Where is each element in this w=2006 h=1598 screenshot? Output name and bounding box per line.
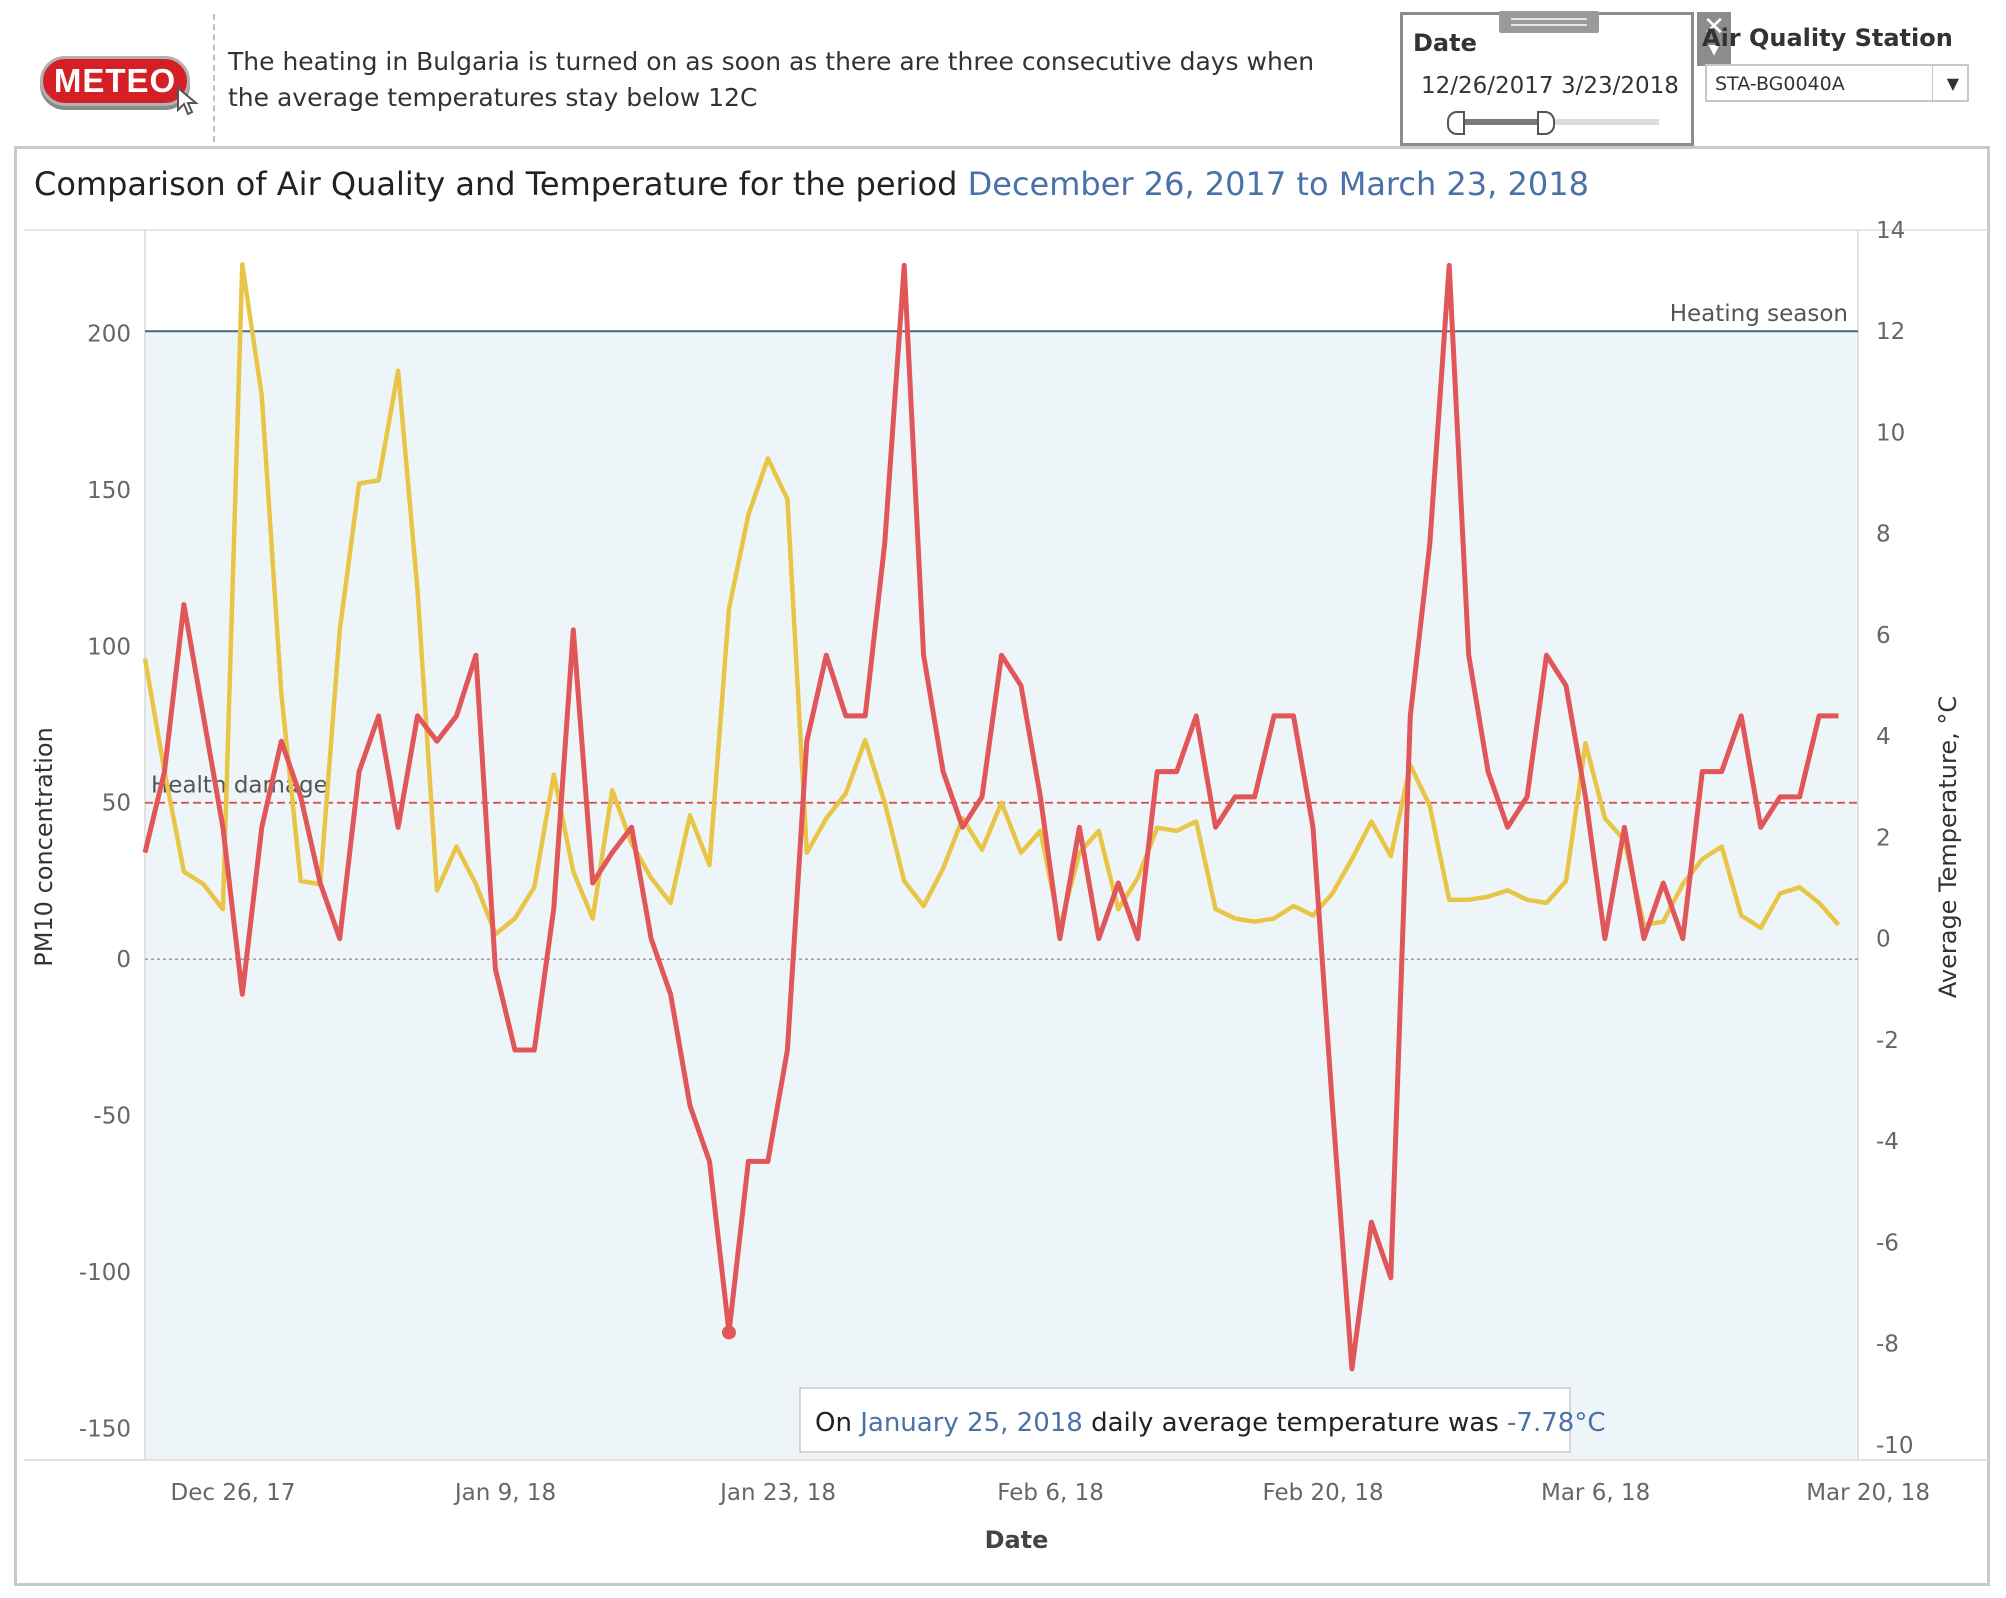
- tooltip-middle: daily average temperature was: [1083, 1408, 1507, 1438]
- y-left-axis-title: PM10 concentration: [30, 727, 58, 967]
- y-right-tick-label: 14: [1876, 218, 1905, 244]
- station-selected-value: STA-BG0040A: [1715, 73, 1845, 95]
- y-right-tick-label: 0: [1876, 927, 1891, 953]
- x-axis-title: Date: [985, 1526, 1049, 1554]
- y-right-tick-label: -8: [1876, 1332, 1899, 1358]
- x-tick-label: Jan 23, 18: [718, 1480, 836, 1506]
- menu-arrow-icon[interactable]: ▼: [1708, 42, 1720, 58]
- cursor-icon: [177, 86, 199, 116]
- y-left-tick-label: 100: [87, 634, 131, 660]
- chart-title-prefix: Comparison of Air Quality and Temperatur…: [34, 165, 968, 203]
- y-left-tick-label: -100: [79, 1260, 131, 1286]
- temperature-series-line: [142, 262, 1839, 1372]
- x-tick-label: Mar 20, 18: [1806, 1480, 1930, 1506]
- y-right-tick-label: -2: [1876, 1028, 1899, 1054]
- date-end-value[interactable]: 3/23/2018: [1561, 73, 1679, 99]
- chevron-down-icon[interactable]: ▼: [1946, 74, 1959, 93]
- y-left-tick-label: -50: [93, 1104, 131, 1130]
- drag-handle[interactable]: [1499, 11, 1599, 33]
- y-right-tick-label: -10: [1876, 1433, 1914, 1459]
- pm10-series-line: [142, 262, 1841, 937]
- y-right-tick-label: 6: [1876, 623, 1891, 649]
- y-right-tick-label: 10: [1876, 420, 1905, 446]
- tooltip-date: January 25, 2018: [858, 1408, 1083, 1438]
- y-right-tick-label: -4: [1876, 1129, 1899, 1155]
- chart-title: Comparison of Air Quality and Temperatur…: [34, 165, 1589, 203]
- y-right-tick-label: 8: [1876, 522, 1891, 548]
- tooltip-value: -7.78°C: [1507, 1408, 1605, 1438]
- dropdown-divider: [1932, 66, 1933, 100]
- heating-season-label: Heating season: [1670, 301, 1848, 327]
- header-divider: [213, 14, 215, 142]
- tooltip-box: [799, 1387, 1571, 1453]
- chart-title-period: December 26, 2017 to March 23, 2018: [967, 165, 1589, 203]
- y-right-tick-label: 4: [1876, 724, 1891, 750]
- x-tick-label: Feb 20, 18: [1262, 1480, 1383, 1506]
- y-right-tick-label: -6: [1876, 1230, 1899, 1256]
- y-right-tick-label: 2: [1876, 825, 1891, 851]
- station-dropdown[interactable]: STA-BG0040A ▼: [1705, 64, 1969, 102]
- x-tick-label: Jan 9, 18: [453, 1480, 556, 1506]
- date-slider-end-handle[interactable]: [1537, 111, 1555, 135]
- station-filter-title: Air Quality Station: [1702, 24, 1953, 52]
- date-filter-title: Date: [1413, 29, 1477, 57]
- heating-season-area: [145, 331, 1858, 1460]
- meteo-logo: METEO: [40, 56, 190, 106]
- y-left-tick-label: 200: [87, 321, 131, 347]
- tooltip-text: On January 25, 2018 daily average temper…: [815, 1408, 1605, 1438]
- intro-text: The heating in Bulgaria is turned on as …: [228, 47, 1315, 112]
- y-right-tick-label: 12: [1876, 319, 1905, 345]
- y-left-tick-label: 50: [102, 791, 131, 817]
- date-start-value[interactable]: 12/26/2017: [1421, 73, 1554, 99]
- highlight-point: [721, 1325, 736, 1340]
- date-slider-range: [1455, 119, 1543, 125]
- y-left-tick-label: -150: [79, 1417, 131, 1443]
- close-icon: ✕: [1703, 12, 1725, 42]
- y-right-axis-title: Average Temperature, °C: [1934, 696, 1962, 998]
- y-left-tick-label: 150: [87, 478, 131, 504]
- close-button[interactable]: ✕ ▼: [1697, 12, 1731, 66]
- x-tick-label: Feb 6, 18: [997, 1480, 1104, 1506]
- x-tick-label: Mar 6, 18: [1541, 1480, 1650, 1506]
- date-filter[interactable]: Date 12/26/2017 3/23/2018: [1400, 11, 1694, 146]
- date-slider-start-handle[interactable]: [1447, 111, 1465, 135]
- x-tick-label: Dec 26, 17: [171, 1480, 296, 1506]
- tooltip-prefix: On: [815, 1408, 860, 1438]
- y-left-tick-label: 0: [116, 947, 131, 973]
